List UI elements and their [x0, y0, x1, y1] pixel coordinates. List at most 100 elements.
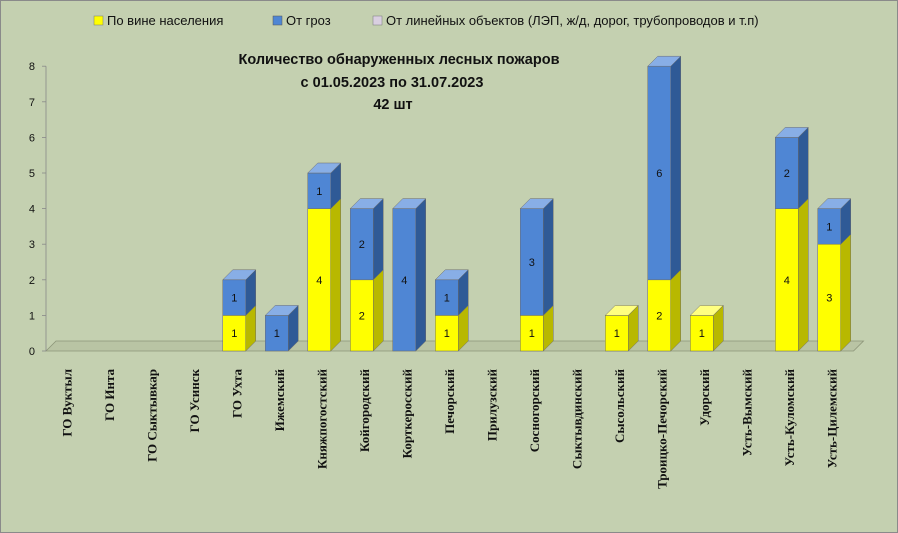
x-tick-label: Корткеросский [399, 368, 414, 458]
bar-side [840, 233, 851, 352]
x-tick-label: Усть-Куломский [782, 368, 797, 466]
bar-segment: 1 [604, 304, 639, 352]
bar-segment: 1 [689, 304, 724, 352]
title-line-3: 42 шт [373, 97, 412, 113]
bar-segment: 1 [520, 304, 554, 352]
bar-segment: 1 [222, 269, 257, 317]
data-label: 1 [231, 293, 237, 305]
y-tick-label: 1 [29, 310, 35, 322]
y-tick-label: 6 [29, 132, 35, 144]
bar-segment: 6 [647, 55, 682, 281]
bar-side [373, 269, 384, 352]
data-label: 2 [784, 168, 790, 180]
x-tick-label: Сыктывдинский [569, 368, 584, 469]
bar-segment: 1 [435, 304, 469, 352]
legend-swatch-population [93, 15, 104, 26]
y-tick-label: 8 [29, 61, 35, 73]
bar-segment: 4 [307, 197, 341, 352]
bar-segment: 1 [307, 162, 342, 210]
bar-side [798, 197, 809, 352]
x-tick-label: Усть-Цилемский [824, 368, 839, 468]
x-axis: ГО Вуктыл ГО Инта ГО Сыктывкар ГО Усинск ГО … [59, 368, 839, 488]
title-line-1: Количество обнаруженных лесных пожаров [239, 52, 560, 68]
bar-segment: 4 [775, 197, 809, 352]
y-tick-label: 7 [29, 97, 35, 109]
x-tick-label: Сысольский [612, 368, 627, 443]
bar-segment: 2 [774, 126, 809, 210]
bar-segment: 2 [350, 269, 384, 352]
data-label: 4 [401, 275, 407, 287]
bar-segment: 3 [519, 197, 554, 317]
x-tick-label: Койгородский [357, 369, 372, 453]
data-label: 6 [656, 168, 662, 180]
legend: По вине населения От гроз От линейных об… [93, 13, 759, 28]
y-tick-label: 4 [29, 204, 35, 216]
data-label: 1 [316, 186, 322, 198]
y-tick-label: 0 [29, 346, 35, 358]
bar-segment: 1 [264, 304, 299, 352]
x-tick-label: ГО Усинск [187, 369, 202, 433]
x-tick-label: Сосногорский [527, 368, 542, 452]
bar-top [689, 305, 724, 316]
bar-segment: 1 [434, 269, 469, 317]
data-label: 1 [274, 328, 280, 340]
y-tick-label: 3 [29, 239, 35, 251]
data-label: 4 [316, 275, 322, 287]
bar-top [349, 198, 384, 209]
bar-segment: 2 [349, 197, 384, 281]
x-tick-label: Княжпогостский [314, 369, 329, 470]
y-tick-label: 2 [29, 275, 35, 287]
bar-side [670, 55, 681, 281]
bar-segment: 2 [647, 269, 681, 352]
bar-segment: 4 [392, 197, 427, 352]
data-label: 1 [699, 328, 705, 340]
x-tick-label: Прилузский [484, 368, 499, 441]
x-tick-label: Печорский [442, 369, 457, 434]
title-line-2: с 01.05.2023 по 31.07.2023 [301, 75, 484, 91]
x-tick-label: Ижемский [272, 368, 287, 431]
x-tick-label: ГО Сыктывкар [144, 369, 159, 462]
bar-segment: 1 [222, 304, 256, 352]
data-label: 1 [444, 328, 450, 340]
bar-side [543, 197, 554, 317]
bar-top [774, 127, 809, 138]
y-tick-label: 5 [29, 168, 35, 180]
y-axis: 0 1 2 3 4 5 6 7 8 [29, 61, 47, 358]
bar-top [817, 198, 852, 209]
x-tick-label: ГО Ухта [229, 369, 244, 419]
data-label: 2 [656, 310, 662, 322]
data-label: 1 [826, 221, 832, 233]
data-label: 2 [359, 239, 365, 251]
x-tick-label: Усть-Вымский [739, 368, 754, 456]
legend-swatch-lightning [272, 15, 283, 26]
data-label: 3 [529, 257, 535, 269]
bar-top [222, 269, 257, 281]
bar-top [604, 305, 639, 316]
bar-side [415, 197, 426, 352]
bar-top [392, 198, 427, 209]
bar-top [307, 162, 342, 174]
chart-title: Количество обнаруженных лесных пожаров с… [239, 52, 560, 113]
bar-top [647, 55, 682, 67]
bar-side [798, 126, 809, 210]
x-tick-label: Троицко-Печорский [654, 369, 669, 489]
data-label: 1 [231, 328, 237, 340]
data-label: 4 [784, 275, 790, 287]
data-label: 1 [444, 293, 450, 305]
bar-side [330, 197, 341, 352]
legend-swatch-linear-objects [372, 15, 383, 26]
bar-top [264, 305, 299, 316]
legend-label-linear-objects: От линейных объектов (ЛЭП, ж/д, дорог, т… [386, 13, 759, 28]
bar-side [373, 197, 384, 281]
bar-side [670, 269, 681, 352]
data-label: 1 [614, 328, 620, 340]
bar-segment: 1 [817, 197, 852, 245]
legend-label-lightning: От гроз [286, 13, 331, 28]
x-tick-label: ГО Вуктыл [59, 369, 74, 437]
bar-segment: 3 [817, 233, 851, 352]
x-tick-label: ГО Инта [102, 369, 117, 421]
data-label: 3 [826, 293, 832, 305]
data-label: 1 [529, 328, 535, 340]
